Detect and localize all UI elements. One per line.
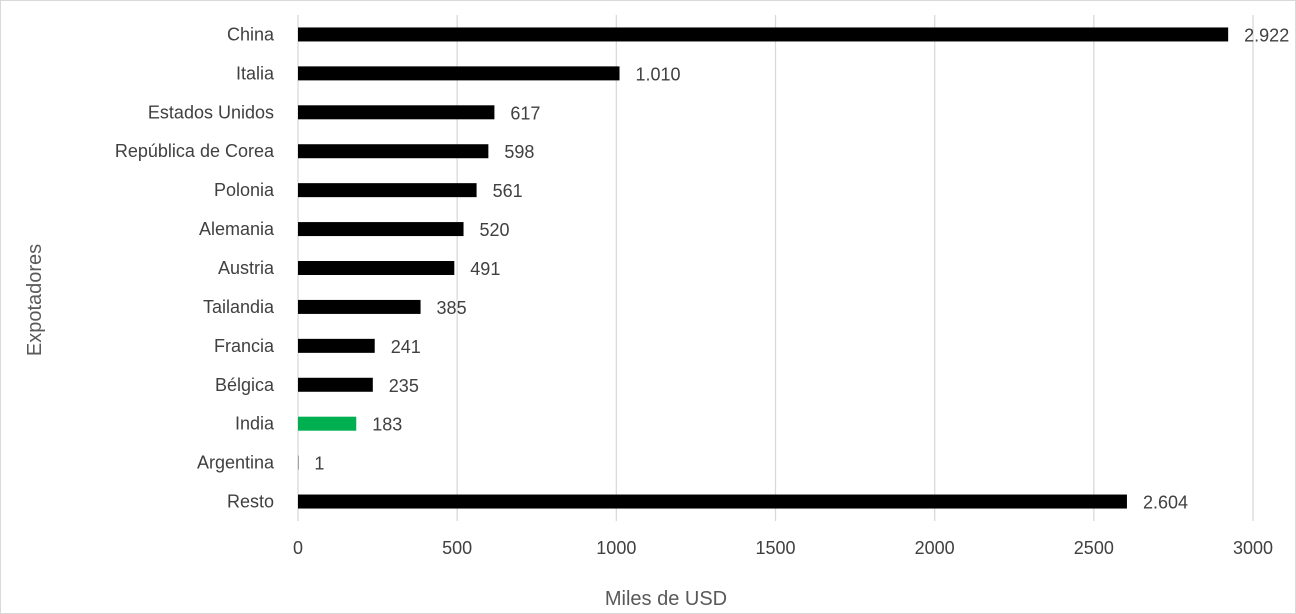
data-label: 520 <box>480 220 510 240</box>
x-tick-label: 0 <box>293 538 303 558</box>
x-tick-label: 2000 <box>915 538 955 558</box>
data-label: 241 <box>391 337 421 357</box>
x-tick-label: 500 <box>442 538 472 558</box>
category-label: Argentina <box>197 453 275 473</box>
bar-india <box>298 417 356 431</box>
bars <box>298 27 1228 508</box>
bar-república-de-corea <box>298 144 488 158</box>
bar-china <box>298 27 1228 41</box>
x-tick-label: 3000 <box>1233 538 1273 558</box>
bar-resto <box>298 495 1127 509</box>
category-label: Austria <box>218 258 275 278</box>
category-label: Tailandia <box>203 297 275 317</box>
x-tick-label: 1500 <box>755 538 795 558</box>
category-label: Italia <box>236 63 275 83</box>
data-label: 183 <box>372 415 402 435</box>
bar-alemania <box>298 222 464 236</box>
data-label: 385 <box>437 298 467 318</box>
bar-tailandia <box>298 300 421 314</box>
category-label: India <box>235 414 275 434</box>
data-label: 617 <box>510 103 540 123</box>
category-label: Resto <box>227 492 274 512</box>
category-label: Polonia <box>214 180 275 200</box>
category-labels: China Italia Estados Unidos República de Co… <box>115 24 275 511</box>
category-label: República de Corea <box>115 141 275 161</box>
data-label: 1 <box>314 454 324 474</box>
bar-austria <box>298 261 454 275</box>
bar-italia <box>298 66 620 80</box>
x-tick-label: 1000 <box>596 538 636 558</box>
x-tick-label: 2500 <box>1074 538 1114 558</box>
data-label: 235 <box>389 376 419 396</box>
bar-polonia <box>298 183 477 197</box>
category-label: China <box>227 24 275 44</box>
bar-francia <box>298 339 375 353</box>
category-label: Bélgica <box>215 375 275 395</box>
category-label: Estados Unidos <box>148 102 274 122</box>
bar-bélgica <box>298 378 373 392</box>
x-axis-ticks: 0 500 1000 1500 2000 2500 3000 <box>293 538 1273 558</box>
x-axis-title: Miles de USD <box>605 588 727 610</box>
category-label: Alemania <box>199 219 275 239</box>
category-label: Francia <box>214 336 275 356</box>
data-label: 1.010 <box>636 64 681 84</box>
data-label: 491 <box>470 259 500 279</box>
y-axis-title: Expotadores <box>24 244 46 356</box>
data-label: 598 <box>504 142 534 162</box>
data-label: 561 <box>493 181 523 201</box>
bar-estados-unidos <box>298 105 494 119</box>
data-label: 2.922 <box>1244 25 1289 45</box>
data-label: 2.604 <box>1143 493 1188 513</box>
